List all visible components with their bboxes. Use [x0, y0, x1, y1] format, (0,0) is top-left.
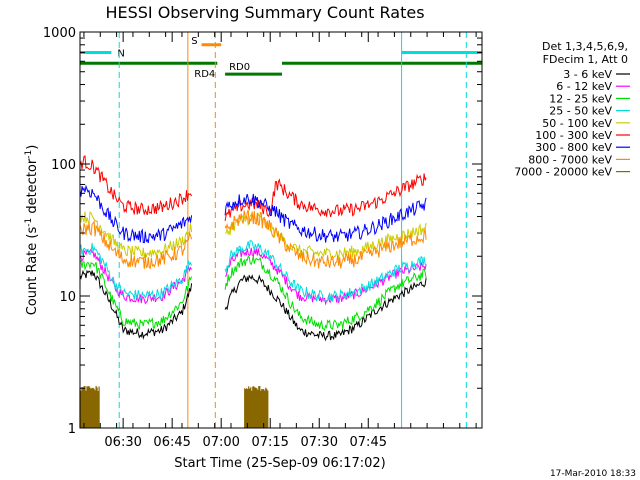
- footer-timestamp: 17-Mar-2010 18:33: [550, 469, 636, 479]
- series-6-seg1: [79, 184, 193, 244]
- series-4-seg2: [224, 212, 427, 261]
- y-tick-label-1: 10: [59, 290, 76, 305]
- y-label-part2: detector: [25, 158, 40, 218]
- series-5: [79, 155, 427, 221]
- x-axis-label: Start Time (25-Sep-09 06:17:02): [174, 456, 385, 471]
- series-6-seg2: [224, 193, 427, 243]
- series-5-seg2: [224, 173, 427, 221]
- y-label-sup2: -1: [24, 150, 34, 159]
- legend-label-0: 3 - 6 keV: [563, 68, 612, 81]
- legend-label-2: 12 - 25 keV: [549, 92, 612, 105]
- series-2: [79, 255, 427, 332]
- series-6: [79, 184, 427, 244]
- series-group: [79, 155, 427, 428]
- y-tick-label-3: 1000: [43, 26, 76, 41]
- legend-label-7: 800 - 7000 keV: [528, 153, 612, 166]
- plot-frame: [79, 31, 483, 429]
- x-tick-label-4: 07:30: [301, 435, 338, 450]
- state-bars: N S RD4 RD0: [80, 36, 482, 80]
- x-tick-label-3: 07:15: [251, 435, 288, 450]
- series-0-seg1: [79, 269, 193, 340]
- vertical-markers: [118, 32, 467, 428]
- state-label-rd0: RD0: [229, 62, 250, 73]
- series-2-seg2: [224, 255, 427, 332]
- y-tick-label-0: 1: [68, 422, 76, 437]
- legend: Det 1,3,4,5,6,9, FDecim 1, Att 0 3 - 6 k…: [514, 40, 630, 179]
- x-tick-label-2: 07:00: [202, 435, 239, 450]
- legend-label-5: 100 - 300 keV: [535, 129, 612, 142]
- series-2-seg1: [79, 260, 193, 330]
- y-label-part3: ): [25, 145, 40, 150]
- chart-title: HESSI Observing Summary Count Rates: [105, 3, 424, 22]
- y-label-part1: Count Rate (s: [25, 227, 40, 316]
- series-1-seg1: [79, 248, 193, 305]
- legend-header-1: Det 1,3,4,5,6,9,: [542, 40, 628, 53]
- state-label-night: N: [117, 48, 124, 59]
- series-0: [79, 269, 427, 342]
- y-label-sup1: -1: [24, 218, 34, 227]
- legend-label-6: 300 - 800 keV: [535, 141, 612, 154]
- series-7-seg1: [79, 220, 193, 270]
- legend-label-3: 25 - 50 keV: [549, 105, 612, 118]
- x-tick-label-5: 07:45: [350, 435, 387, 450]
- series-3-seg2: [224, 239, 427, 302]
- state-label-rd4: RD4: [194, 69, 215, 80]
- x-tick-label-0: 06:30: [104, 435, 141, 450]
- legend-label-1: 6 - 12 keV: [556, 80, 612, 93]
- series-7: [79, 209, 427, 270]
- legend-header-2: FDecim 1, Att 0: [543, 53, 628, 66]
- series-5-seg1: [79, 155, 193, 216]
- legend-label-4: 50 - 100 keV: [542, 117, 612, 130]
- series-0-seg2: [224, 274, 427, 342]
- series-8-block-1: [244, 386, 269, 428]
- series-3: [79, 239, 427, 302]
- state-label-saa: S: [191, 36, 197, 47]
- y-axis-label: Count Rate (s-1 detector-1): [24, 145, 40, 316]
- x-axis-ticks: 06:30 06:45 07:00 07:15 07:30 07:45: [83, 32, 477, 450]
- series-3-seg1: [79, 243, 193, 301]
- x-tick-label-1: 06:45: [153, 435, 190, 450]
- series-8-block-0: [79, 385, 100, 428]
- series-7-seg2: [224, 209, 427, 269]
- y-tick-label-2: 100: [51, 158, 76, 173]
- y-axis-ticks: 1 10 100 1000: [43, 26, 482, 437]
- legend-label-8: 7000 - 20000 keV: [514, 166, 612, 179]
